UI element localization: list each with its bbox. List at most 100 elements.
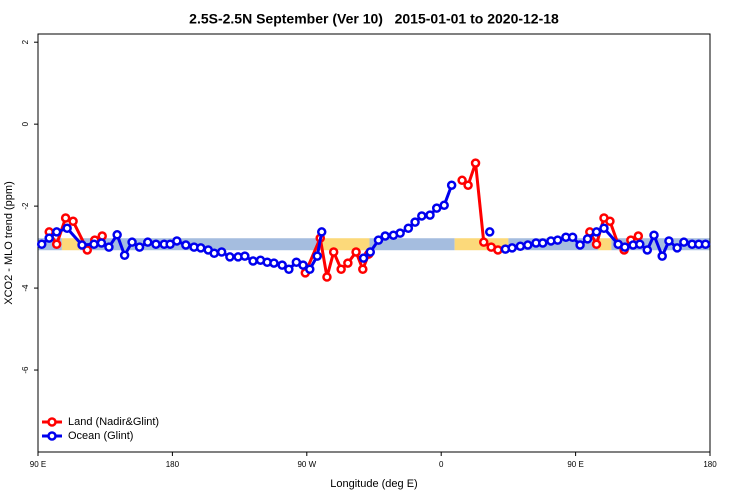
data-point: [649, 230, 659, 240]
data-point: [417, 211, 427, 221]
data-point: [181, 240, 191, 250]
data-point: [336, 264, 346, 274]
data-point: [269, 258, 279, 268]
data-point: [395, 228, 405, 238]
data-point: [439, 200, 449, 211]
mask-band: [369, 238, 455, 251]
y-tick-label: 0: [21, 121, 30, 126]
data-point: [316, 227, 327, 237]
data-point: [365, 247, 376, 257]
data-point: [457, 175, 467, 186]
data-point: [225, 252, 235, 262]
data-point: [119, 250, 130, 261]
data-point: [143, 237, 153, 247]
data-point: [322, 272, 332, 282]
data-point: [700, 239, 711, 249]
data-point: [96, 238, 107, 248]
legend-label: Ocean (Glint): [68, 430, 133, 442]
data-point: [523, 240, 533, 250]
data-point: [51, 239, 62, 249]
legend-marker: [47, 417, 57, 427]
data-point: [127, 237, 137, 247]
data-point: [358, 264, 368, 274]
data-point: [284, 264, 294, 274]
data-point: [431, 203, 442, 213]
data-point: [298, 260, 308, 270]
data-point: [620, 242, 630, 252]
data-point: [582, 234, 593, 244]
data-point: [537, 238, 548, 248]
data-point: [515, 241, 526, 252]
data-point: [410, 217, 420, 227]
data-point: [672, 243, 682, 253]
data-point: [633, 231, 644, 241]
data-point: [209, 248, 219, 258]
mask-band: [598, 238, 612, 251]
data-point: [240, 251, 250, 261]
y-tick-label: -4: [21, 284, 30, 292]
data-point: [196, 243, 206, 253]
y-axis-label: XCO2 - MLO trend (ppm): [3, 181, 15, 304]
mask-band: [320, 238, 370, 251]
data-point: [36, 239, 47, 249]
data-point: [248, 256, 258, 266]
data-point: [51, 227, 62, 237]
data-point: [104, 242, 114, 252]
data-point: [44, 233, 54, 243]
data-point: [312, 251, 323, 261]
data-point: [343, 258, 353, 268]
data-point: [605, 216, 615, 227]
y-tick-label: 2: [21, 39, 30, 44]
data-point: [68, 216, 78, 227]
x-axis-label: Longitude (deg E): [330, 478, 417, 490]
data-point: [305, 264, 315, 274]
data-point: [151, 239, 161, 249]
data-point: [591, 239, 602, 249]
x-tick-label: 0: [439, 460, 444, 469]
data-point: [479, 237, 489, 247]
y-tick-label: -2: [21, 202, 30, 210]
data-point: [679, 237, 689, 247]
data-point: [493, 245, 503, 255]
data-point: [277, 260, 287, 270]
x-tick-label: 180: [703, 460, 717, 469]
data-point: [635, 239, 645, 249]
data-point: [77, 240, 87, 250]
data-point: [446, 180, 457, 190]
x-tick-label: 180: [166, 460, 180, 469]
data-point: [62, 223, 72, 233]
x-tick-label: 90 W: [297, 460, 316, 469]
mask-band: [61, 238, 80, 251]
data-point: [507, 243, 517, 253]
data-point: [112, 230, 122, 240]
data-point: [664, 236, 674, 246]
x-tick-label: 90 E: [30, 460, 46, 469]
data-point: [216, 247, 227, 257]
y-tick-label: -6: [21, 366, 30, 374]
legend-label: Land (Nadir&Glint): [68, 416, 159, 428]
data-point: [60, 213, 71, 223]
series-line: [461, 162, 499, 252]
data-point: [567, 232, 578, 243]
data-point: [552, 235, 563, 245]
data-point: [358, 253, 369, 263]
chart-title: 2.5S-2.5N September (Ver 10) 2015-01-01 …: [189, 11, 559, 27]
data-point: [657, 251, 667, 261]
data-point: [403, 223, 414, 233]
data-point: [351, 247, 361, 257]
legend-marker: [47, 431, 57, 441]
data-point: [134, 242, 145, 252]
data-point: [328, 247, 339, 257]
x-tick-label: 90 E: [567, 460, 583, 469]
data-point: [463, 180, 473, 190]
data-point: [373, 235, 384, 245]
data-point: [599, 223, 609, 233]
data-point: [172, 236, 182, 246]
data-point: [575, 240, 585, 250]
data-point: [380, 231, 390, 241]
data-point: [89, 239, 99, 249]
data-point: [642, 245, 653, 255]
data-point: [470, 158, 481, 168]
data-point: [484, 227, 495, 237]
